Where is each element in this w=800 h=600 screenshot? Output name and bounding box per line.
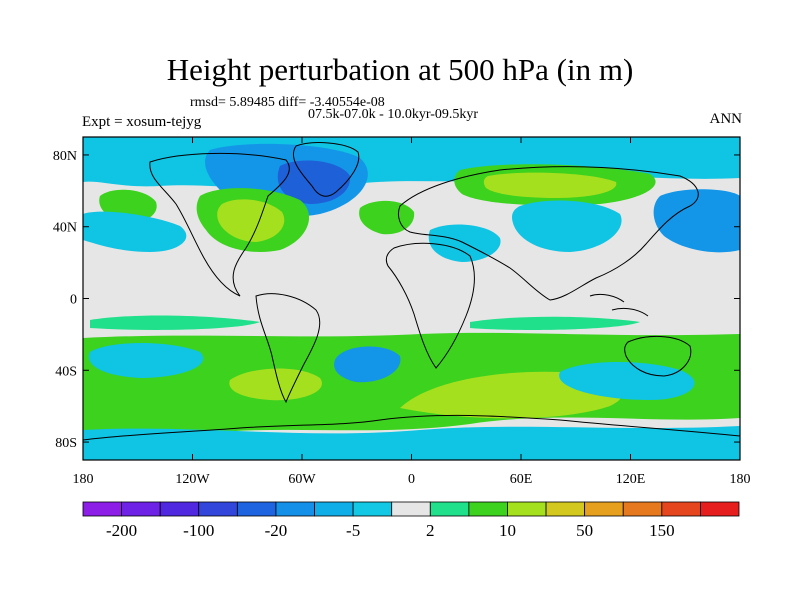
colorbar-label: 50 bbox=[576, 521, 593, 540]
y-tick-label: 80N bbox=[53, 149, 77, 164]
x-tick-label: 120W bbox=[175, 472, 210, 487]
coastline-africa bbox=[385, 242, 475, 369]
x-tick-label: 0 bbox=[408, 472, 415, 487]
y-tick-label: 0 bbox=[70, 293, 77, 308]
rmsd-diff-stats: rmsd= 5.89485 diff= -3.40554e-08 bbox=[190, 95, 385, 110]
colorbar-swatch bbox=[121, 501, 161, 517]
colorbar-swatch bbox=[352, 501, 393, 517]
colorbar-label: 10 bbox=[499, 521, 516, 540]
colorbar-swatch bbox=[545, 501, 586, 517]
southern-blue-patch-pacific bbox=[88, 343, 204, 378]
coastline-europe-asia bbox=[397, 166, 699, 301]
colorbar-label: -100 bbox=[183, 521, 214, 540]
colorbar-swatch bbox=[584, 501, 624, 517]
y-tick-label: 40N bbox=[53, 221, 77, 236]
north-blue-patch-pacific bbox=[653, 189, 740, 253]
experiment-label: Expt = xosum-tejyg bbox=[82, 114, 202, 130]
x-axis: 180 120W 60W 0 60E 120E 180 bbox=[73, 137, 751, 487]
colorbar-swatch bbox=[198, 501, 238, 517]
y-tick-label: 80S bbox=[55, 436, 77, 451]
colorbar-label: -5 bbox=[346, 521, 360, 540]
season-label: ANN bbox=[709, 111, 743, 127]
coastline-north-america bbox=[149, 152, 290, 297]
colorbar-swatch bbox=[429, 501, 470, 517]
antarctic-light-blue-band bbox=[83, 426, 740, 460]
coastline-greenland bbox=[292, 142, 360, 197]
tropical-green-strip-indian bbox=[470, 316, 640, 330]
colorbar-swatch bbox=[700, 501, 740, 517]
colorbar-label: 2 bbox=[426, 521, 435, 540]
southern-blue-patch-atlantic bbox=[334, 346, 401, 383]
colorbar-swatch bbox=[661, 501, 701, 517]
colorbar: -200 -100 -20 -5 2 10 50 150 bbox=[82, 501, 740, 540]
x-tick-label: 120E bbox=[616, 472, 646, 487]
coastline-antarctica bbox=[83, 414, 740, 441]
colorbar-label: -20 bbox=[265, 521, 288, 540]
colorbar-swatch bbox=[275, 501, 315, 517]
colorbar-swatch bbox=[314, 501, 354, 517]
coastlines bbox=[83, 142, 740, 441]
colorbar-swatch bbox=[82, 501, 122, 517]
north-yellow-patch-america bbox=[217, 199, 285, 242]
y-axis: 80N 40N 0 40S 80S bbox=[53, 149, 740, 451]
colorbar-swatch bbox=[507, 501, 547, 517]
x-tick-label: 180 bbox=[73, 472, 94, 487]
colorbar-swatch bbox=[391, 501, 431, 517]
north-light-blue-patch-eurasia bbox=[512, 200, 622, 252]
x-tick-label: 60W bbox=[288, 472, 316, 487]
colorbar-swatch bbox=[468, 501, 508, 517]
tropical-green-strip-pacific bbox=[90, 315, 260, 330]
north-green-patch-europe bbox=[359, 200, 415, 235]
y-tick-label: 40S bbox=[55, 364, 77, 379]
period-label: 07.5k-07.0k - 10.0kyr-09.5kyr bbox=[308, 107, 479, 122]
coastline-indonesia bbox=[589, 293, 649, 317]
coastline-australia bbox=[624, 335, 692, 377]
southern-yellow-patch-america bbox=[229, 368, 322, 401]
north-yellow-patch-asia bbox=[483, 172, 617, 198]
colorbar-swatch bbox=[159, 501, 200, 517]
north-light-blue-patch-west bbox=[83, 211, 187, 252]
contour-field bbox=[83, 137, 740, 460]
colorbar-label: 150 bbox=[649, 521, 675, 540]
map-title: Height perturbation at 500 hPa (in m) bbox=[166, 52, 634, 87]
colorbar-swatch bbox=[236, 501, 277, 517]
coastline-south-america bbox=[255, 293, 321, 404]
north-dark-blue-core bbox=[277, 160, 351, 204]
colorbar-swatch bbox=[622, 501, 663, 517]
x-tick-label: 60E bbox=[510, 472, 533, 487]
x-tick-label: 180 bbox=[730, 472, 751, 487]
southern-blue-patch-east bbox=[559, 361, 695, 400]
colorbar-label: -200 bbox=[106, 521, 137, 540]
